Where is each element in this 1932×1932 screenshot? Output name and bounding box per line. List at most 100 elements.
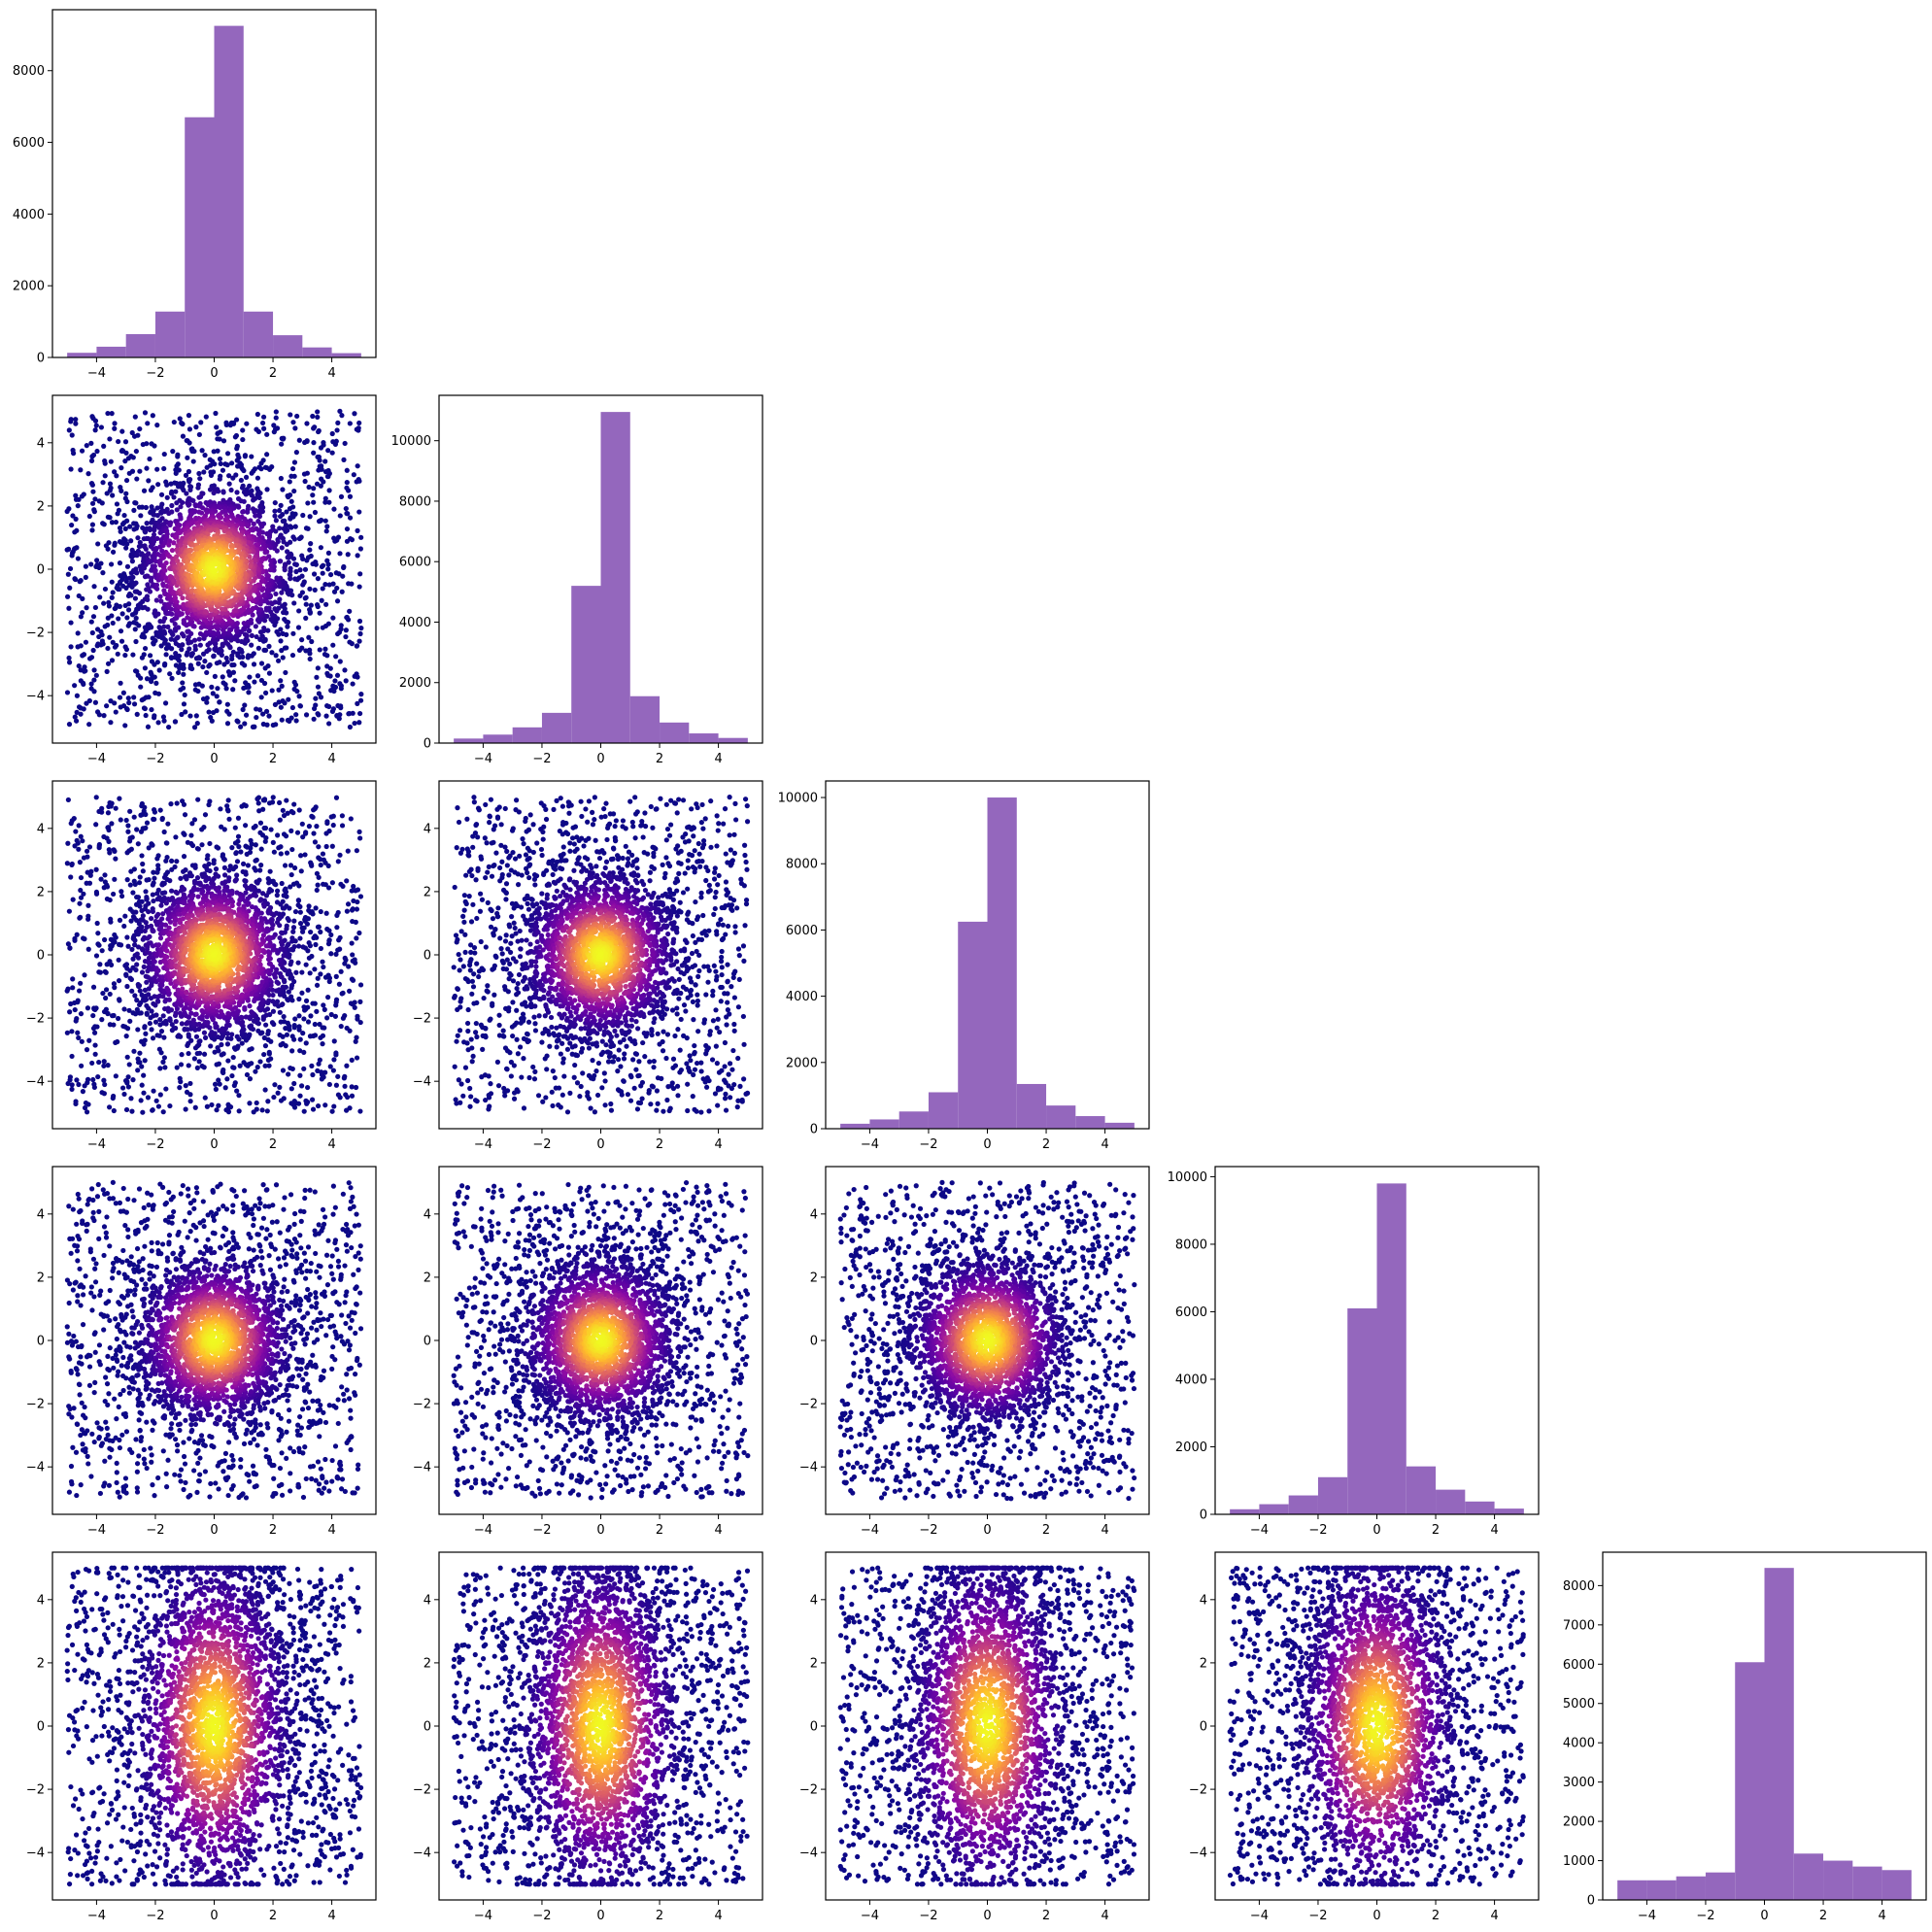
scatter-point bbox=[224, 1041, 231, 1047]
scatter-point bbox=[278, 939, 285, 945]
scatter-point bbox=[219, 1041, 224, 1048]
scatter-point bbox=[83, 668, 88, 674]
scatter-point bbox=[319, 597, 324, 603]
scatter-point bbox=[183, 709, 188, 715]
scatter-point bbox=[249, 1009, 254, 1015]
scatter-point bbox=[190, 497, 196, 504]
scatter-point bbox=[101, 600, 107, 606]
scatter-point bbox=[265, 663, 271, 669]
scatter-point bbox=[108, 803, 114, 809]
scatter-point bbox=[302, 478, 308, 485]
scatter-point bbox=[134, 962, 140, 967]
scatter-point bbox=[101, 443, 107, 449]
y-tick-label: 2000 bbox=[1563, 1815, 1595, 1830]
scatter-point bbox=[215, 1045, 220, 1051]
scatter-point bbox=[168, 491, 175, 496]
scatter-point bbox=[183, 472, 189, 478]
scatter-point bbox=[158, 1029, 165, 1034]
scatter-point bbox=[122, 644, 128, 650]
scatter-point bbox=[128, 538, 134, 544]
scatter-point bbox=[352, 411, 357, 417]
scatter-point bbox=[102, 473, 108, 479]
scatter-point bbox=[111, 981, 118, 987]
scatter-point bbox=[338, 881, 344, 887]
scatter-point bbox=[144, 593, 151, 599]
histogram-bar bbox=[454, 738, 484, 743]
histogram-bar bbox=[1406, 1466, 1437, 1514]
scatter-point bbox=[234, 859, 241, 864]
scatter-point bbox=[126, 601, 132, 607]
scatter-point bbox=[306, 939, 312, 946]
scatter-point bbox=[354, 906, 360, 912]
scatter-point bbox=[297, 567, 303, 573]
scatter-point bbox=[160, 1059, 166, 1065]
scatter-point bbox=[176, 669, 182, 676]
scatter-point bbox=[244, 599, 250, 605]
scatter-point bbox=[320, 570, 325, 576]
scatter-point bbox=[322, 646, 328, 652]
y-tick-label: 8000 bbox=[399, 494, 431, 509]
scatter-point bbox=[295, 625, 302, 630]
scatter-point bbox=[209, 684, 215, 690]
scatter-point bbox=[80, 680, 86, 686]
scatter-point bbox=[320, 1025, 325, 1031]
scatter-point bbox=[344, 538, 351, 544]
scatter-point bbox=[192, 1104, 198, 1110]
scatter-point bbox=[236, 1093, 242, 1099]
scatter-point bbox=[327, 571, 334, 578]
scatter-point bbox=[264, 587, 270, 593]
scatter-point bbox=[129, 468, 136, 474]
scatter-point bbox=[193, 1034, 200, 1039]
scatter-point bbox=[291, 686, 297, 693]
scatter-point bbox=[329, 843, 335, 849]
scatter-point bbox=[74, 932, 80, 937]
scatter-point bbox=[247, 1003, 253, 1009]
scatter-point bbox=[139, 1082, 145, 1088]
scatter-point bbox=[195, 661, 201, 666]
scatter-point bbox=[127, 1018, 133, 1024]
scatter-point bbox=[146, 1005, 152, 1011]
x-tick-label: 4 bbox=[1878, 1909, 1885, 1923]
scatter-point bbox=[84, 1109, 90, 1115]
scatter-point bbox=[285, 915, 290, 922]
scatter-point bbox=[329, 430, 335, 437]
scatter-point bbox=[313, 695, 319, 701]
scatter-point bbox=[77, 900, 83, 906]
y-tick-label: 3000 bbox=[1563, 1776, 1595, 1790]
scatter-point bbox=[107, 481, 114, 487]
histogram-bar bbox=[987, 797, 1017, 1129]
scatter-point bbox=[288, 863, 294, 868]
scatter-point bbox=[69, 432, 75, 438]
scatter-point bbox=[153, 546, 159, 552]
x-tick-label: −2 bbox=[532, 752, 551, 766]
scatter-point bbox=[210, 565, 216, 572]
scatter-point bbox=[128, 846, 134, 852]
scatter-point bbox=[322, 458, 328, 464]
scatter-point bbox=[307, 547, 313, 553]
scatter-point bbox=[335, 420, 341, 425]
scatter-point bbox=[141, 1090, 147, 1096]
scatter-point bbox=[335, 630, 341, 637]
scatter-point bbox=[105, 410, 111, 417]
scatter-point bbox=[280, 518, 286, 525]
scatter-point bbox=[105, 1063, 111, 1068]
scatter-point bbox=[240, 427, 246, 433]
scatter-point bbox=[174, 859, 180, 864]
scatter-point bbox=[141, 705, 148, 711]
scatter-point bbox=[149, 1027, 154, 1033]
scatter-point bbox=[258, 863, 264, 868]
scatter-point bbox=[143, 712, 149, 719]
scatter-points bbox=[64, 795, 364, 1115]
scatter-point bbox=[280, 1068, 287, 1073]
scatter-point bbox=[224, 803, 230, 809]
histogram-bar bbox=[214, 25, 244, 358]
scatter-point bbox=[145, 421, 151, 426]
scatter-point bbox=[290, 556, 297, 561]
histogram-bar bbox=[1376, 1183, 1407, 1514]
scatter-point bbox=[149, 575, 154, 581]
scatter-point bbox=[179, 630, 186, 637]
scatter-point bbox=[224, 1076, 230, 1082]
scatter-point bbox=[103, 969, 109, 975]
scatter-point bbox=[143, 504, 149, 511]
